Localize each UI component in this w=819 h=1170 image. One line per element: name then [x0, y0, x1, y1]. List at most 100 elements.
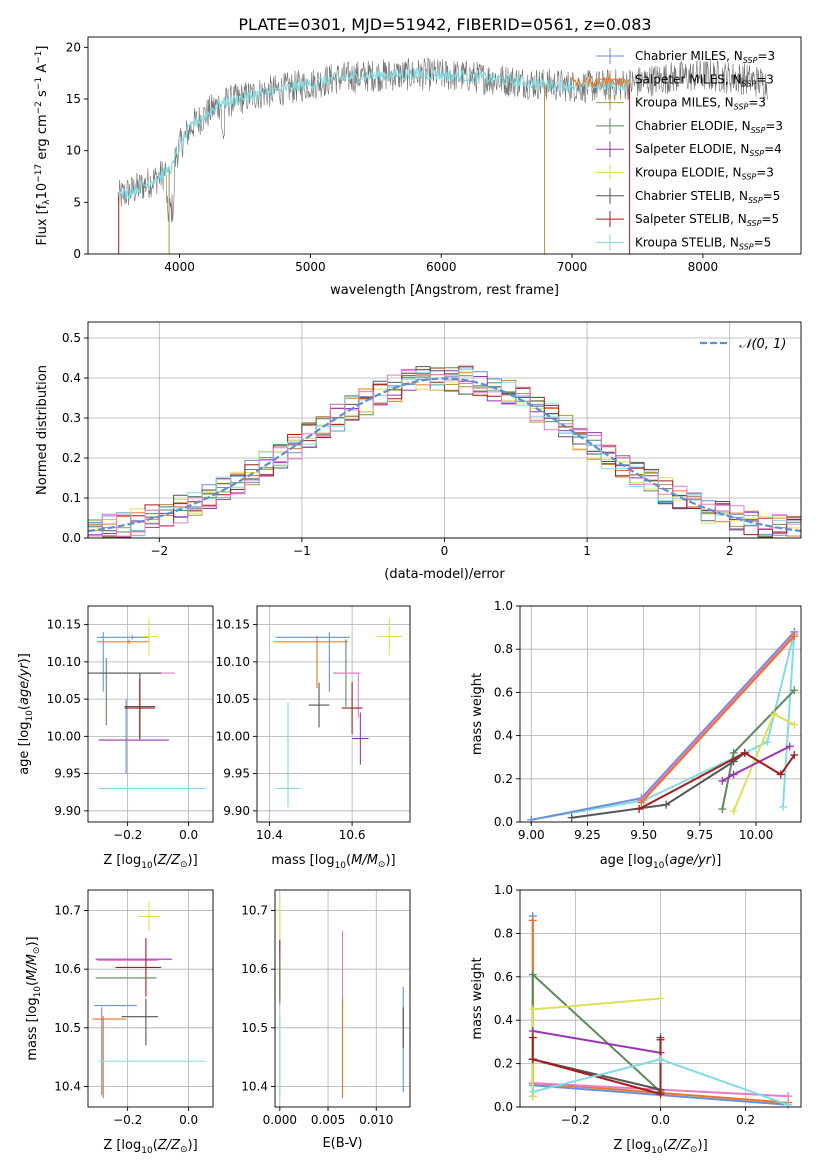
massweight_vs_age-panel: 9.00 9.25 9.50 9.75 10.00 0.0 0.2 0.4 0.6 0.8 1.0 a… [470, 599, 802, 871]
x-tick-label: −1 [293, 544, 311, 558]
x-tick-label: 7000 [557, 260, 588, 274]
weight-series [531, 997, 661, 1097]
x-tick-label: 0.0 [651, 1113, 670, 1127]
x-tick-label: 0.0 [179, 828, 198, 842]
y-tick-label: 10.10 [216, 655, 250, 669]
axes-frame [87, 36, 802, 255]
residuals-panel: −2 −1 0 1 2 0.0 0.1 0.2 0.3 0.4 0.5 Normed distribu… [35, 321, 802, 582]
xlabel-mass: mass [log10(M/M⊙)] [271, 853, 395, 871]
y-axis-label: mass weight [470, 673, 485, 755]
legend-entry: Kroupa STELIB, NSSP=5 [635, 235, 771, 251]
axes-frame [519, 605, 802, 823]
ylabel-mass: mass [log10(M/M⊙)] [25, 936, 43, 1060]
x-tick-label: −0.2 [113, 1113, 142, 1127]
x-tick-label: 10.00 [739, 828, 773, 842]
x-tick-label: 0.2 [736, 1113, 755, 1127]
weight-series [531, 972, 662, 1097]
gaussian-curve [88, 377, 801, 533]
y-tick-label: 10.5 [241, 1021, 268, 1035]
y-tick-label: 0.4 [62, 371, 81, 385]
y-tick-label: 10.4 [54, 1079, 81, 1093]
y-tick-label: 0.2 [62, 451, 81, 465]
x-tick-label: 10.4 [256, 828, 283, 842]
legend-entry: Salpeter STELIB, NSSP=5 [635, 212, 779, 228]
x-tick-label: 9.50 [630, 828, 657, 842]
y-tick-label: 0.2 [494, 1057, 513, 1071]
errorbars [279, 898, 404, 1099]
x-tick-label: −0.2 [113, 828, 142, 842]
x-axis-label: wavelength [Angstrom, rest frame] [330, 283, 559, 298]
axes-frame [256, 605, 411, 823]
errorbars [88, 617, 206, 790]
y-tick-label: 0.2 [494, 772, 513, 786]
spectrum-model [120, 67, 630, 200]
legend-entry: Salpeter MILES, NSSP=3 [635, 72, 774, 88]
y-tick-label: 5 [73, 195, 81, 209]
y-tick-label: 20 [66, 40, 81, 54]
y-tick-label: 0.0 [494, 1100, 513, 1114]
y-tick-label: 15 [66, 92, 81, 106]
legend-entry: Salpeter ELODIE, NSSP=4 [635, 142, 782, 158]
y-tick-label: 10.6 [241, 962, 268, 976]
histograms [88, 365, 801, 538]
y-tick-label: 10.7 [54, 904, 81, 918]
legend-entry: Kroupa ELODIE, NSSP=3 [635, 166, 774, 182]
weight-series [531, 631, 796, 821]
y-tick-label: 0.5 [62, 331, 81, 345]
y-tick-label: 9.95 [54, 767, 81, 781]
y-tick-label: 0.4 [494, 729, 513, 743]
y-tick-label: 0.6 [494, 970, 513, 984]
y-tick-label: 1.0 [494, 883, 513, 897]
x-tick-label: 0.010 [359, 1113, 393, 1127]
y-tick-label: 0.6 [494, 685, 513, 699]
weight-series [638, 751, 796, 810]
x-tick-label: 8000 [688, 260, 719, 274]
y-tick-label: 10.4 [241, 1079, 268, 1093]
x-axis-label: (data-model)/error [384, 567, 505, 582]
x-tick-label: 0 [441, 544, 449, 558]
xlabel-Z: Z [log10(Z/Z⊙)] [613, 1138, 707, 1156]
age_vs_mass-panel: 10.4 10.6 9.90 9.95 10.00 10.05 10.10 10.15 mass… [216, 605, 411, 871]
legend-entry: 𝒩(0, 1) [739, 337, 786, 352]
y-tick-label: 0.3 [62, 411, 81, 425]
y-tick-label: 10.7 [241, 904, 268, 918]
ylabel-age: age [log10(age/yr)] [17, 653, 35, 775]
xlabel-Z: Z [log10(Z/Z⊙)] [103, 853, 197, 871]
y-tick-label: 0 [73, 247, 81, 261]
mass_vs_Z-panel: −0.2 0.0 10.4 10.5 10.6 10.7 Z [log10(Z/Z⊙)] ma… [25, 889, 214, 1156]
x-tick-label: −2 [150, 544, 168, 558]
legend-entry: Chabrier MILES, NSSP=3 [635, 49, 775, 65]
mass_vs_EBV-panel: 0.000 0.005 0.010 10.4 10.5 10.6 10.7 E(B-V) [241, 889, 411, 1151]
y-tick-label: 9.95 [223, 767, 250, 781]
x-tick-label: 5000 [295, 260, 326, 274]
x-tick-label: 6000 [426, 260, 457, 274]
axes-frame [274, 889, 411, 1108]
errorbars [92, 901, 206, 1099]
y-axis-label: Normed distribution [35, 365, 50, 495]
y-tick-label: 9.90 [223, 804, 250, 818]
weight-series [571, 752, 746, 819]
y-tick-label: 0.4 [494, 1013, 513, 1027]
y-tick-label: 1.0 [494, 599, 513, 613]
xlabel-Z: Z [log10(Z/Z⊙)] [103, 1138, 197, 1156]
x-tick-label: 0.000 [263, 1113, 297, 1127]
y-tick-label: 10.05 [216, 692, 250, 706]
y-tick-label: 10.10 [47, 655, 81, 669]
ylabel-flux: Flux [fλ10−17 erg cm−2 s−1 A−1] [34, 46, 52, 246]
y-tick-label: 10.15 [47, 618, 81, 632]
y-tick-label: 0.0 [494, 815, 513, 829]
spectrum-model-orange [571, 75, 631, 89]
y-tick-label: 10.05 [47, 692, 81, 706]
y-tick-label: 0.8 [494, 926, 513, 940]
x-tick-label: 0.005 [311, 1113, 345, 1127]
weight-series [640, 635, 796, 804]
axes-frame [87, 889, 214, 1108]
legend-entry: Chabrier STELIB, NSSP=5 [635, 189, 780, 205]
age_vs_Z-panel: −0.2 0.0 9.90 9.95 10.00 10.05 10.10 10.15 Z [lo… [17, 605, 214, 871]
figure-title: PLATE=0301, MJD=51942, FIBERID=0561, z=0… [238, 15, 651, 34]
massweight_vs_Z-panel: −0.2 0.0 0.2 0.0 0.2 0.4 0.6 0.8 1.0 Z [log10(Z/Z… [470, 883, 802, 1156]
y-tick-label: 10.5 [54, 1021, 81, 1035]
spectrum-lines [117, 57, 769, 254]
x-tick-label: 1 [583, 544, 591, 558]
